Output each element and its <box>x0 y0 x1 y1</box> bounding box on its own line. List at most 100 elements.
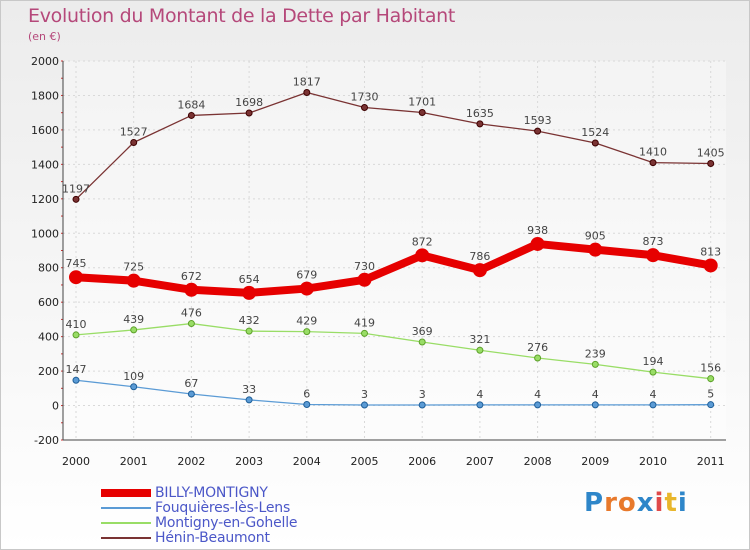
data-point-billy-montigny <box>69 270 83 285</box>
data-point-henin-beaumont <box>72 195 80 203</box>
logo-letter: P <box>584 488 605 518</box>
data-label-henin-beaumont: 1635 <box>466 107 494 120</box>
data-point-henin-beaumont <box>707 160 715 168</box>
data-point-fouquieres-les-lens <box>245 396 253 404</box>
data-label-billy-montigny: 654 <box>239 273 260 286</box>
y-tick-label: 1000 <box>31 227 59 240</box>
data-point-billy-montigny <box>530 236 545 251</box>
data-point-fouquieres-les-lens <box>707 401 715 409</box>
data-label-henin-beaumont: 1698 <box>235 96 263 109</box>
data-point-fouquieres-les-lens <box>361 401 368 409</box>
legend: BILLY-MONTIGNY Fouquières-lès-Lens Montign… <box>101 484 298 546</box>
x-tick-label: 2007 <box>466 455 494 468</box>
logo-letter: x <box>636 488 655 518</box>
data-label-montigny-en-gohelle: 439 <box>123 313 144 326</box>
data-label-henin-beaumont: 1701 <box>408 96 436 109</box>
data-point-montigny-en-gohelle <box>187 320 195 328</box>
y-tick-label: 1800 <box>31 89 59 102</box>
data-label-billy-montigny: 905 <box>585 230 606 243</box>
x-tick-label: 2009 <box>581 455 609 468</box>
x-tick-label: 2004 <box>293 455 321 468</box>
data-label-henin-beaumont: 1593 <box>524 114 552 127</box>
data-point-henin-beaumont <box>534 127 542 135</box>
data-label-fouquieres-les-lens: 67 <box>184 377 198 390</box>
y-tick-label: 0 <box>52 400 59 413</box>
legend-label: BILLY-MONTIGNY <box>155 484 268 501</box>
data-label-billy-montigny: 872 <box>412 235 433 248</box>
data-point-henin-beaumont <box>418 109 426 117</box>
proxiti-logo: Proxiti <box>584 488 688 518</box>
data-point-fouquieres-les-lens <box>72 376 80 384</box>
data-point-fouquieres-les-lens <box>418 401 426 409</box>
data-label-fouquieres-les-lens: 4 <box>650 388 657 401</box>
legend-label: Montigny-en-Gohelle <box>155 514 298 531</box>
legend-item-fouquieres-les-lens: Fouquières-lès-Lens <box>101 500 297 516</box>
legend-label: Hénin-Beaumont <box>155 529 270 546</box>
data-label-henin-beaumont: 1817 <box>293 76 321 89</box>
data-label-montigny-en-gohelle: 239 <box>585 347 606 360</box>
y-tick-label: 400 <box>38 331 59 344</box>
data-label-henin-beaumont: 1405 <box>697 147 725 160</box>
legend-swatch <box>101 488 151 497</box>
x-tick-label: 2011 <box>697 455 725 468</box>
data-point-fouquieres-les-lens <box>130 383 138 391</box>
y-tick-label: 1600 <box>31 124 59 137</box>
x-tick-label: 2010 <box>639 455 667 468</box>
logo-letter: i <box>654 488 665 518</box>
data-label-fouquieres-les-lens: 4 <box>476 388 483 401</box>
chart-title: Evolution du Montant de la Dette par Hab… <box>28 5 456 27</box>
data-label-billy-montigny: 873 <box>643 235 664 248</box>
data-point-fouquieres-les-lens <box>649 401 657 409</box>
data-point-henin-beaumont <box>476 120 484 128</box>
data-label-henin-beaumont: 1684 <box>177 98 205 111</box>
x-tick-label: 2000 <box>62 455 90 468</box>
data-point-billy-montigny <box>472 263 487 278</box>
x-tick-label: 2001 <box>120 455 148 468</box>
series-line-montigny-en-gohelle <box>75 322 711 380</box>
data-point-billy-montigny <box>357 272 372 287</box>
data-point-billy-montigny <box>703 258 718 273</box>
data-label-billy-montigny: 672 <box>181 270 202 283</box>
data-label-billy-montigny: 745 <box>66 257 87 270</box>
chart-subtitle: (en €) <box>28 30 61 43</box>
y-tick-label: 200 <box>38 365 59 378</box>
y-tick-label: 600 <box>38 296 59 309</box>
data-point-henin-beaumont <box>130 138 138 146</box>
legend-item-henin-beaumont: Hénin-Beaumont <box>101 529 297 546</box>
data-point-billy-montigny <box>588 242 603 257</box>
logo-letter: t <box>664 488 678 518</box>
data-label-billy-montigny: 813 <box>700 245 721 258</box>
y-tick-label: 1400 <box>31 158 59 171</box>
logo-letter: o <box>617 488 637 518</box>
data-label-montigny-en-gohelle: 321 <box>469 333 490 346</box>
data-label-montigny-en-gohelle: 156 <box>700 362 721 375</box>
data-point-henin-beaumont <box>591 139 599 147</box>
y-tick-label: 2000 <box>31 55 59 68</box>
data-label-billy-montigny: 786 <box>469 250 490 263</box>
data-point-montigny-en-gohelle <box>130 326 138 334</box>
data-point-billy-montigny <box>646 248 660 263</box>
data-label-fouquieres-les-lens: 6 <box>303 388 310 401</box>
data-point-montigny-en-gohelle <box>72 331 80 339</box>
data-label-montigny-en-gohelle: 432 <box>239 314 260 327</box>
data-point-fouquieres-les-lens <box>591 401 599 409</box>
data-point-billy-montigny <box>415 248 430 263</box>
data-label-montigny-en-gohelle: 276 <box>527 341 548 354</box>
data-label-fouquieres-les-lens: 4 <box>592 388 599 401</box>
data-point-henin-beaumont <box>361 104 368 112</box>
data-label-fouquieres-les-lens: 5 <box>707 388 714 401</box>
data-point-montigny-en-gohelle <box>591 360 599 368</box>
data-point-henin-beaumont <box>245 109 253 117</box>
data-label-fouquieres-les-lens: 147 <box>66 363 87 376</box>
data-point-henin-beaumont <box>649 159 657 167</box>
data-label-henin-beaumont: 1410 <box>639 146 667 159</box>
x-tick-label: 2005 <box>351 455 379 468</box>
data-label-fouquieres-les-lens: 3 <box>419 388 426 401</box>
data-label-henin-beaumont: 1524 <box>581 126 609 139</box>
x-tick-label: 2002 <box>177 455 205 468</box>
y-tick-label: 1200 <box>31 193 59 206</box>
legend-swatch <box>101 521 151 524</box>
data-label-montigny-en-gohelle: 476 <box>181 307 202 320</box>
